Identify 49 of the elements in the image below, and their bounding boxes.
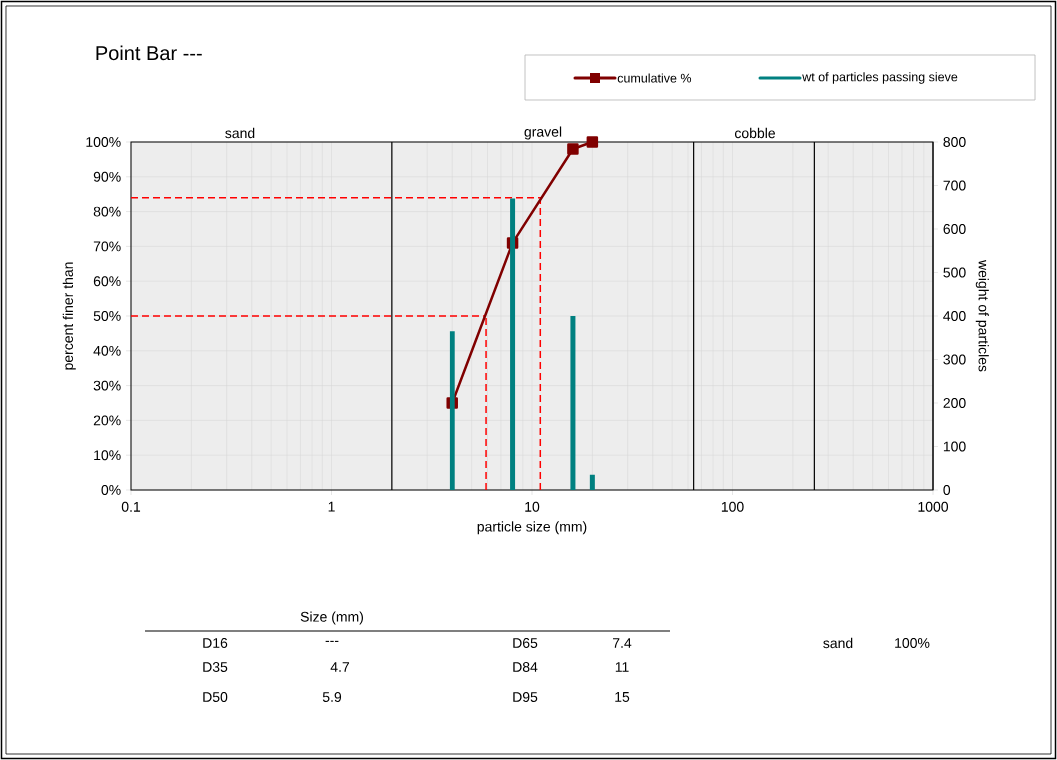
text: D84 <box>513 662 538 672</box>
text: 100% <box>895 638 930 648</box>
y-tick-label: 20% <box>93 415 121 426</box>
legend-label: wt of particles passing sieve <box>802 72 958 84</box>
y-tick-label: 10% <box>94 450 121 461</box>
text: D35 <box>203 662 228 672</box>
x-tick-label: 100 <box>721 501 744 512</box>
x-tick-label: 0.1 <box>121 501 141 512</box>
text: 5.9 <box>322 692 342 702</box>
y-tick-label: 70% <box>93 241 121 252</box>
y-tick-label: 100% <box>86 137 121 147</box>
x-tick-label: 1 <box>328 501 335 512</box>
y2-tick-label: 500 <box>943 267 966 278</box>
text: D50 <box>203 692 228 702</box>
text: D95 <box>513 692 538 702</box>
y2-tick-label: 0 <box>943 485 951 495</box>
text: gravel <box>524 126 562 140</box>
y-tick-label: 50% <box>93 311 121 321</box>
text: 15 <box>615 692 630 702</box>
text: 4.7 <box>330 662 350 672</box>
y-axis-title: percent finer than <box>62 262 76 370</box>
x-tick-label: 1000 <box>918 501 949 512</box>
y-tick-label: 0% <box>101 485 121 495</box>
text: 7.4 <box>613 638 632 648</box>
text: D16 <box>203 638 228 648</box>
y2-tick-label: 600 <box>943 224 966 234</box>
y2-tick-label: 200 <box>943 398 966 408</box>
y2-axis-title: weight of particles <box>975 259 989 372</box>
text: Size (mm) <box>300 611 364 625</box>
chart-title: Point Bar --- <box>96 45 202 61</box>
text: sand <box>225 127 255 139</box>
x-tick-label: 10 <box>525 501 540 512</box>
text: sand <box>823 637 853 649</box>
y-tick-label: 60% <box>93 276 121 287</box>
y2-tick-label: 800 <box>943 137 966 147</box>
text: cobble <box>734 127 776 139</box>
y-tick-label: 30% <box>93 380 121 391</box>
legend-label: cumulative % <box>617 73 692 83</box>
text: --- <box>325 640 339 642</box>
y2-tick-label: 100 <box>943 441 966 452</box>
y2-tick-label: 700 <box>943 180 966 191</box>
y2-tick-label: 400 <box>943 311 966 321</box>
x-axis-title: particle size (mm) <box>477 521 587 535</box>
y-tick-label: 80% <box>93 206 121 217</box>
y-tick-label: 40% <box>93 345 121 356</box>
text: D65 <box>513 638 538 648</box>
text: 11 <box>615 662 629 672</box>
y-tick-label: 90% <box>93 171 121 182</box>
y2-tick-label: 300 <box>943 354 966 365</box>
